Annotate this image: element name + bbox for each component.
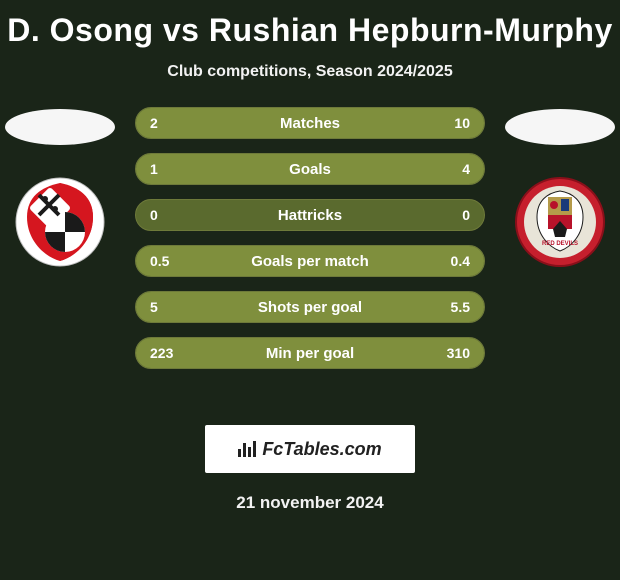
stat-label: Shots per goal <box>136 299 484 316</box>
stat-label: Hattricks <box>136 207 484 224</box>
player-right-club-badge: RED DEVILS <box>515 177 605 267</box>
player-right-photo-placeholder <box>505 109 615 145</box>
stat-label: Min per goal <box>136 345 484 362</box>
stat-row: 223Min per goal310 <box>135 337 485 369</box>
footer-brand-icon <box>238 441 256 457</box>
stat-row: 1Goals4 <box>135 153 485 185</box>
stat-label: Goals per match <box>136 253 484 270</box>
footer-brand-badge: FcTables.com <box>205 425 415 473</box>
stat-row: 5Shots per goal5.5 <box>135 291 485 323</box>
stat-value-right: 10 <box>454 115 470 131</box>
stat-value-right: 310 <box>447 345 470 361</box>
stat-value-right: 5.5 <box>451 299 470 315</box>
subtitle: Club competitions, Season 2024/2025 <box>0 63 620 81</box>
player-left-photo-placeholder <box>5 109 115 145</box>
comparison-panel: RED DEVILS 2Matches101Goals40Hattricks00… <box>0 107 620 407</box>
stat-value-right: 0 <box>462 207 470 223</box>
stat-row: 0.5Goals per match0.4 <box>135 245 485 277</box>
player-right-column: RED DEVILS <box>500 107 620 267</box>
stat-row: 0Hattricks0 <box>135 199 485 231</box>
stat-row: 2Matches10 <box>135 107 485 139</box>
player-left-club-badge <box>15 177 105 267</box>
stats-list: 2Matches10 1Goals4 0Hattricks0 0.5Goals per… <box>135 107 485 369</box>
page-title: D. Osong vs Rushian Hepburn-Murphy <box>0 0 620 49</box>
footer-brand-text: FcTables.com <box>262 439 381 460</box>
stat-label: Goals <box>136 161 484 178</box>
player-left-column <box>0 107 120 267</box>
svg-text:RED DEVILS: RED DEVILS <box>542 241 578 247</box>
stat-value-right: 4 <box>462 161 470 177</box>
stat-label: Matches <box>136 115 484 132</box>
date-label: 21 november 2024 <box>0 493 620 513</box>
stat-value-right: 0.4 <box>451 253 470 269</box>
